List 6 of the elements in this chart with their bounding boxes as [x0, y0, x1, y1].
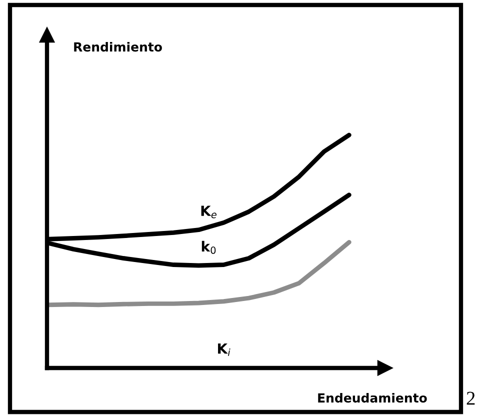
series-label: k$_{0}$ [202, 240, 216, 254]
text: 2 [466, 392, 475, 405]
series-label: K$_{e}$ [201, 206, 216, 218]
text: K$_{i}$ [218, 343, 230, 356]
x-axis-title: Endeudamiento [318, 392, 427, 403]
text: Rendimiento [74, 42, 162, 52]
